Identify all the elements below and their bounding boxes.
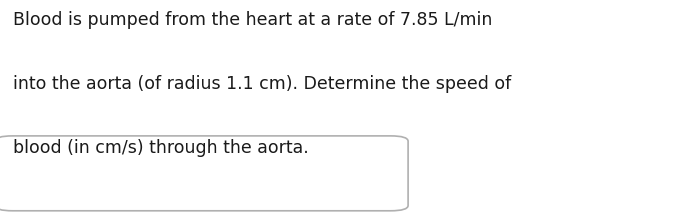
FancyBboxPatch shape	[0, 136, 408, 211]
Text: Blood is pumped from the heart at a rate of 7.85 L/min: Blood is pumped from the heart at a rate…	[13, 11, 492, 29]
Text: blood (in cm/s) through the aorta.: blood (in cm/s) through the aorta.	[13, 139, 309, 157]
Text: into the aorta (of radius 1.1 cm). Determine the speed of: into the aorta (of radius 1.1 cm). Deter…	[13, 75, 511, 93]
